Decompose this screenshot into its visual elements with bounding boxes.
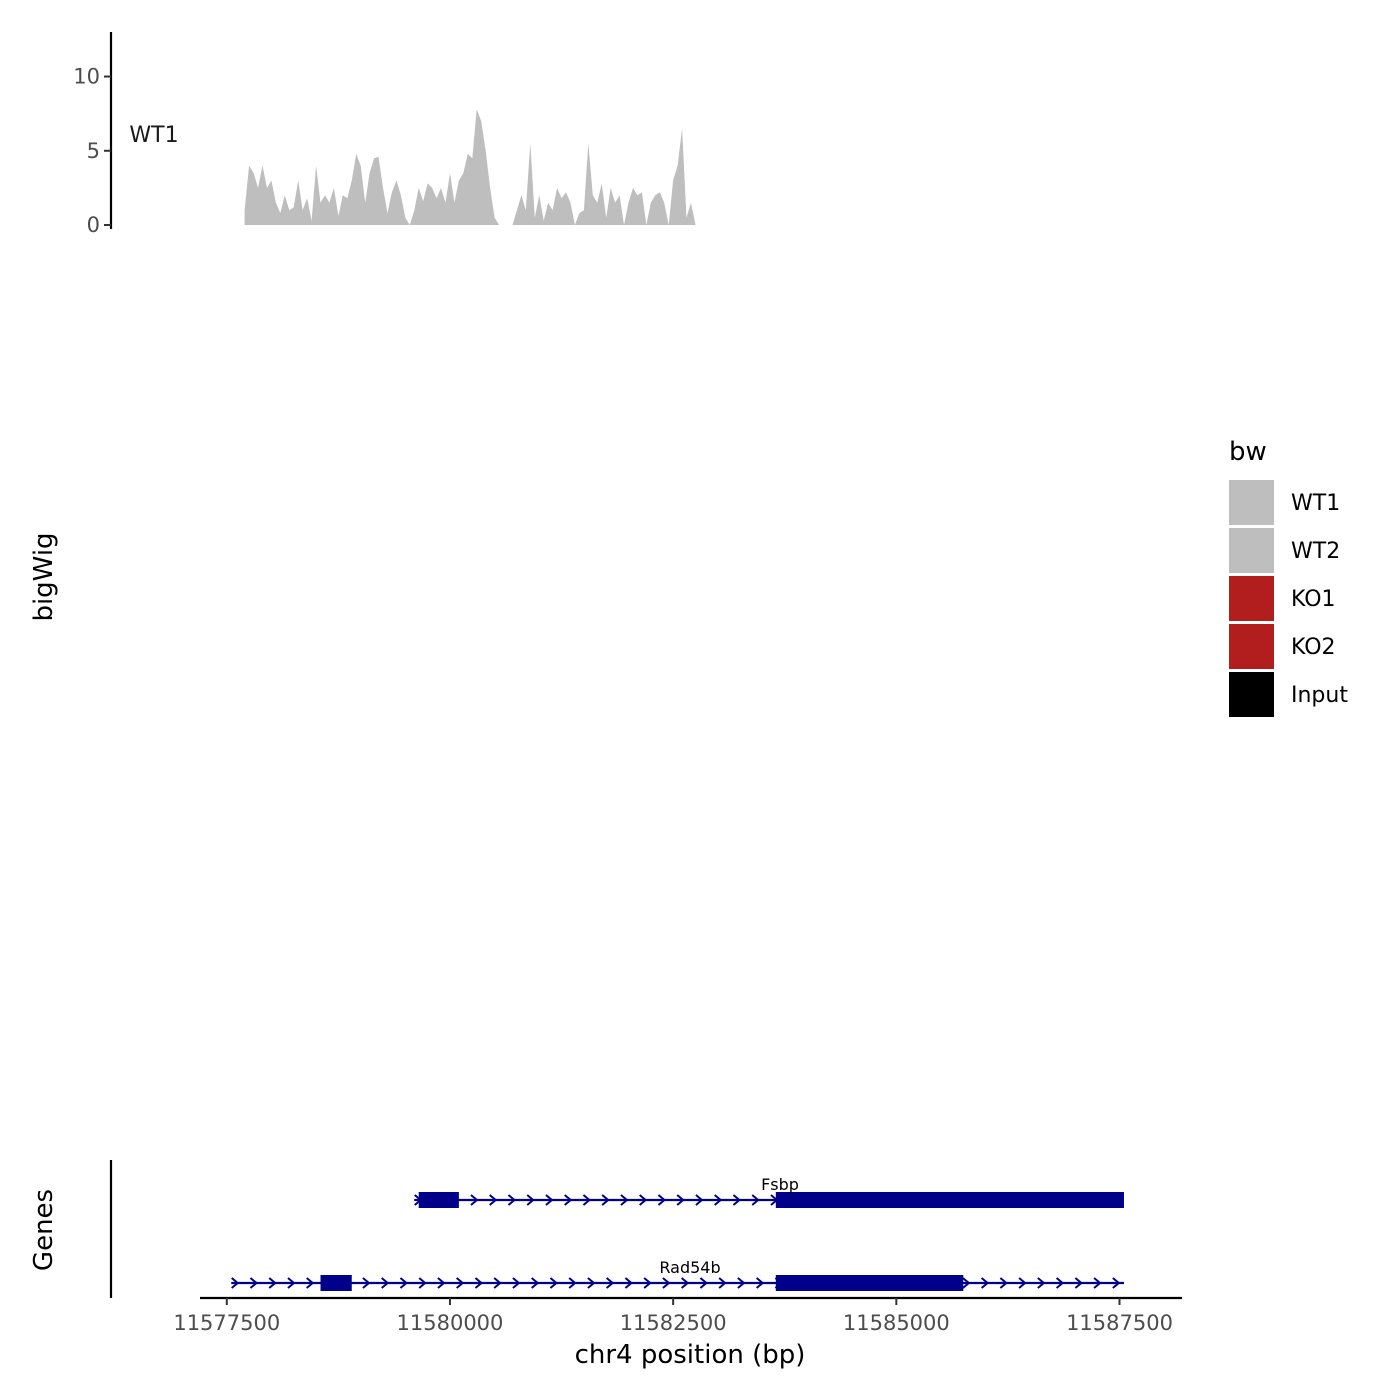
strand-arrow — [526, 1194, 535, 1206]
strand-arrow — [493, 1277, 502, 1289]
strand-arrow — [268, 1277, 277, 1289]
exon — [775, 1275, 964, 1291]
legend-label-input: Input — [1291, 683, 1348, 708]
strand-arrow — [1093, 1277, 1102, 1289]
strand-arrow — [507, 1194, 517, 1206]
legend-label-ko1: KO1 — [1291, 587, 1336, 612]
legend-key-wt2 — [1229, 528, 1274, 573]
signal-area-wt1 — [244, 109, 696, 225]
strand-arrow — [643, 1277, 652, 1289]
strand-arrow — [639, 1194, 648, 1206]
y-axis-title-genes: Genes — [29, 1189, 59, 1271]
strand-arrow — [755, 1277, 765, 1289]
strand-arrow — [489, 1194, 498, 1206]
strand-arrow — [718, 1277, 727, 1289]
strand-arrow — [980, 1277, 990, 1289]
strand-arrow — [287, 1277, 296, 1289]
strand-arrow — [568, 1277, 577, 1289]
gene-fsbp: Fsbp — [414, 1175, 1124, 1208]
gene-rad54b: Rad54b — [231, 1258, 1124, 1291]
x-tick-label: 11582500 — [620, 1311, 727, 1335]
strand-arrow — [549, 1277, 558, 1289]
legend-label-wt2: WT2 — [1291, 539, 1340, 564]
strand-arrow — [657, 1194, 666, 1206]
strand-arrow — [962, 1277, 971, 1289]
legend: bw WT1 WT2 KO1 KO2 Input — [1229, 437, 1348, 717]
y-tick-label: 5 — [87, 139, 100, 163]
strand-arrow — [695, 1194, 704, 1206]
strand-arrow — [306, 1277, 315, 1289]
legend-key-ko2 — [1229, 624, 1274, 669]
x-axis: 11577500 11580000 11582500 11585000 11587500 — [173, 1296, 1182, 1335]
y-tick-label: 0 — [87, 213, 100, 237]
gene-track: Fsbp Rad54b — [109, 1160, 1124, 1298]
strand-arrow — [624, 1277, 633, 1289]
strand-arrow — [1112, 1277, 1121, 1289]
strand-arrow — [1074, 1277, 1083, 1289]
exon — [775, 1192, 1124, 1208]
x-tick-label: 11580000 — [397, 1311, 504, 1335]
strand-arrow — [601, 1194, 610, 1206]
gene-label: Fsbp — [761, 1175, 799, 1194]
legend-key-input — [1229, 672, 1274, 717]
strand-arrow — [456, 1277, 465, 1289]
strand-arrow — [418, 1277, 427, 1289]
strand-arrow — [381, 1277, 390, 1289]
x-axis-title: chr4 position (bp) — [575, 1340, 806, 1370]
strand-arrow — [474, 1277, 483, 1289]
exon — [418, 1192, 459, 1208]
strand-arrow — [1037, 1277, 1046, 1289]
strand-arrow — [751, 1194, 760, 1206]
strand-arrow — [620, 1194, 629, 1206]
legend-label-wt1: WT1 — [1291, 491, 1340, 516]
strand-arrow — [545, 1194, 554, 1206]
strand-arrow — [681, 1277, 690, 1289]
exon — [320, 1275, 352, 1291]
strand-arrow — [732, 1194, 741, 1206]
strand-arrow — [1055, 1277, 1065, 1289]
strand-arrow — [587, 1277, 596, 1289]
strand-arrow — [606, 1277, 615, 1289]
strand-arrow — [999, 1277, 1008, 1289]
x-tick-label: 11577500 — [173, 1311, 280, 1335]
strand-arrow — [737, 1277, 746, 1289]
x-tick-label: 11585000 — [843, 1311, 950, 1335]
track-wt1: 0 5 10 WT1 — [73, 32, 696, 237]
y-tick-label: 10 — [73, 65, 100, 89]
legend-label-ko2: KO2 — [1291, 635, 1336, 660]
strand-arrow — [249, 1277, 259, 1289]
gene-label: Rad54b — [659, 1258, 720, 1277]
strand-arrow — [512, 1277, 521, 1289]
signal-tracks: 0 5 10 WT1 — [73, 32, 696, 237]
strand-arrow — [362, 1277, 371, 1289]
y-axis-title-bigwig: bigWig — [29, 532, 59, 621]
strand-arrow — [1018, 1277, 1027, 1289]
strand-arrow — [699, 1277, 708, 1289]
strand-arrow — [662, 1277, 671, 1289]
track-label-wt1: WT1 — [129, 123, 178, 148]
legend-key-ko1 — [1229, 576, 1274, 621]
strand-arrow — [437, 1277, 446, 1289]
strand-arrow — [399, 1277, 408, 1289]
legend-key-wt1 — [1229, 480, 1274, 525]
strand-arrow — [564, 1194, 573, 1206]
strand-arrow — [582, 1194, 592, 1206]
x-tick-label: 11587500 — [1066, 1311, 1173, 1335]
strand-arrow — [231, 1277, 240, 1289]
legend-title: bw — [1229, 437, 1267, 467]
strand-arrow — [531, 1277, 540, 1289]
strand-arrow — [676, 1194, 685, 1206]
strand-arrow — [470, 1194, 479, 1206]
strand-arrow — [714, 1194, 723, 1206]
